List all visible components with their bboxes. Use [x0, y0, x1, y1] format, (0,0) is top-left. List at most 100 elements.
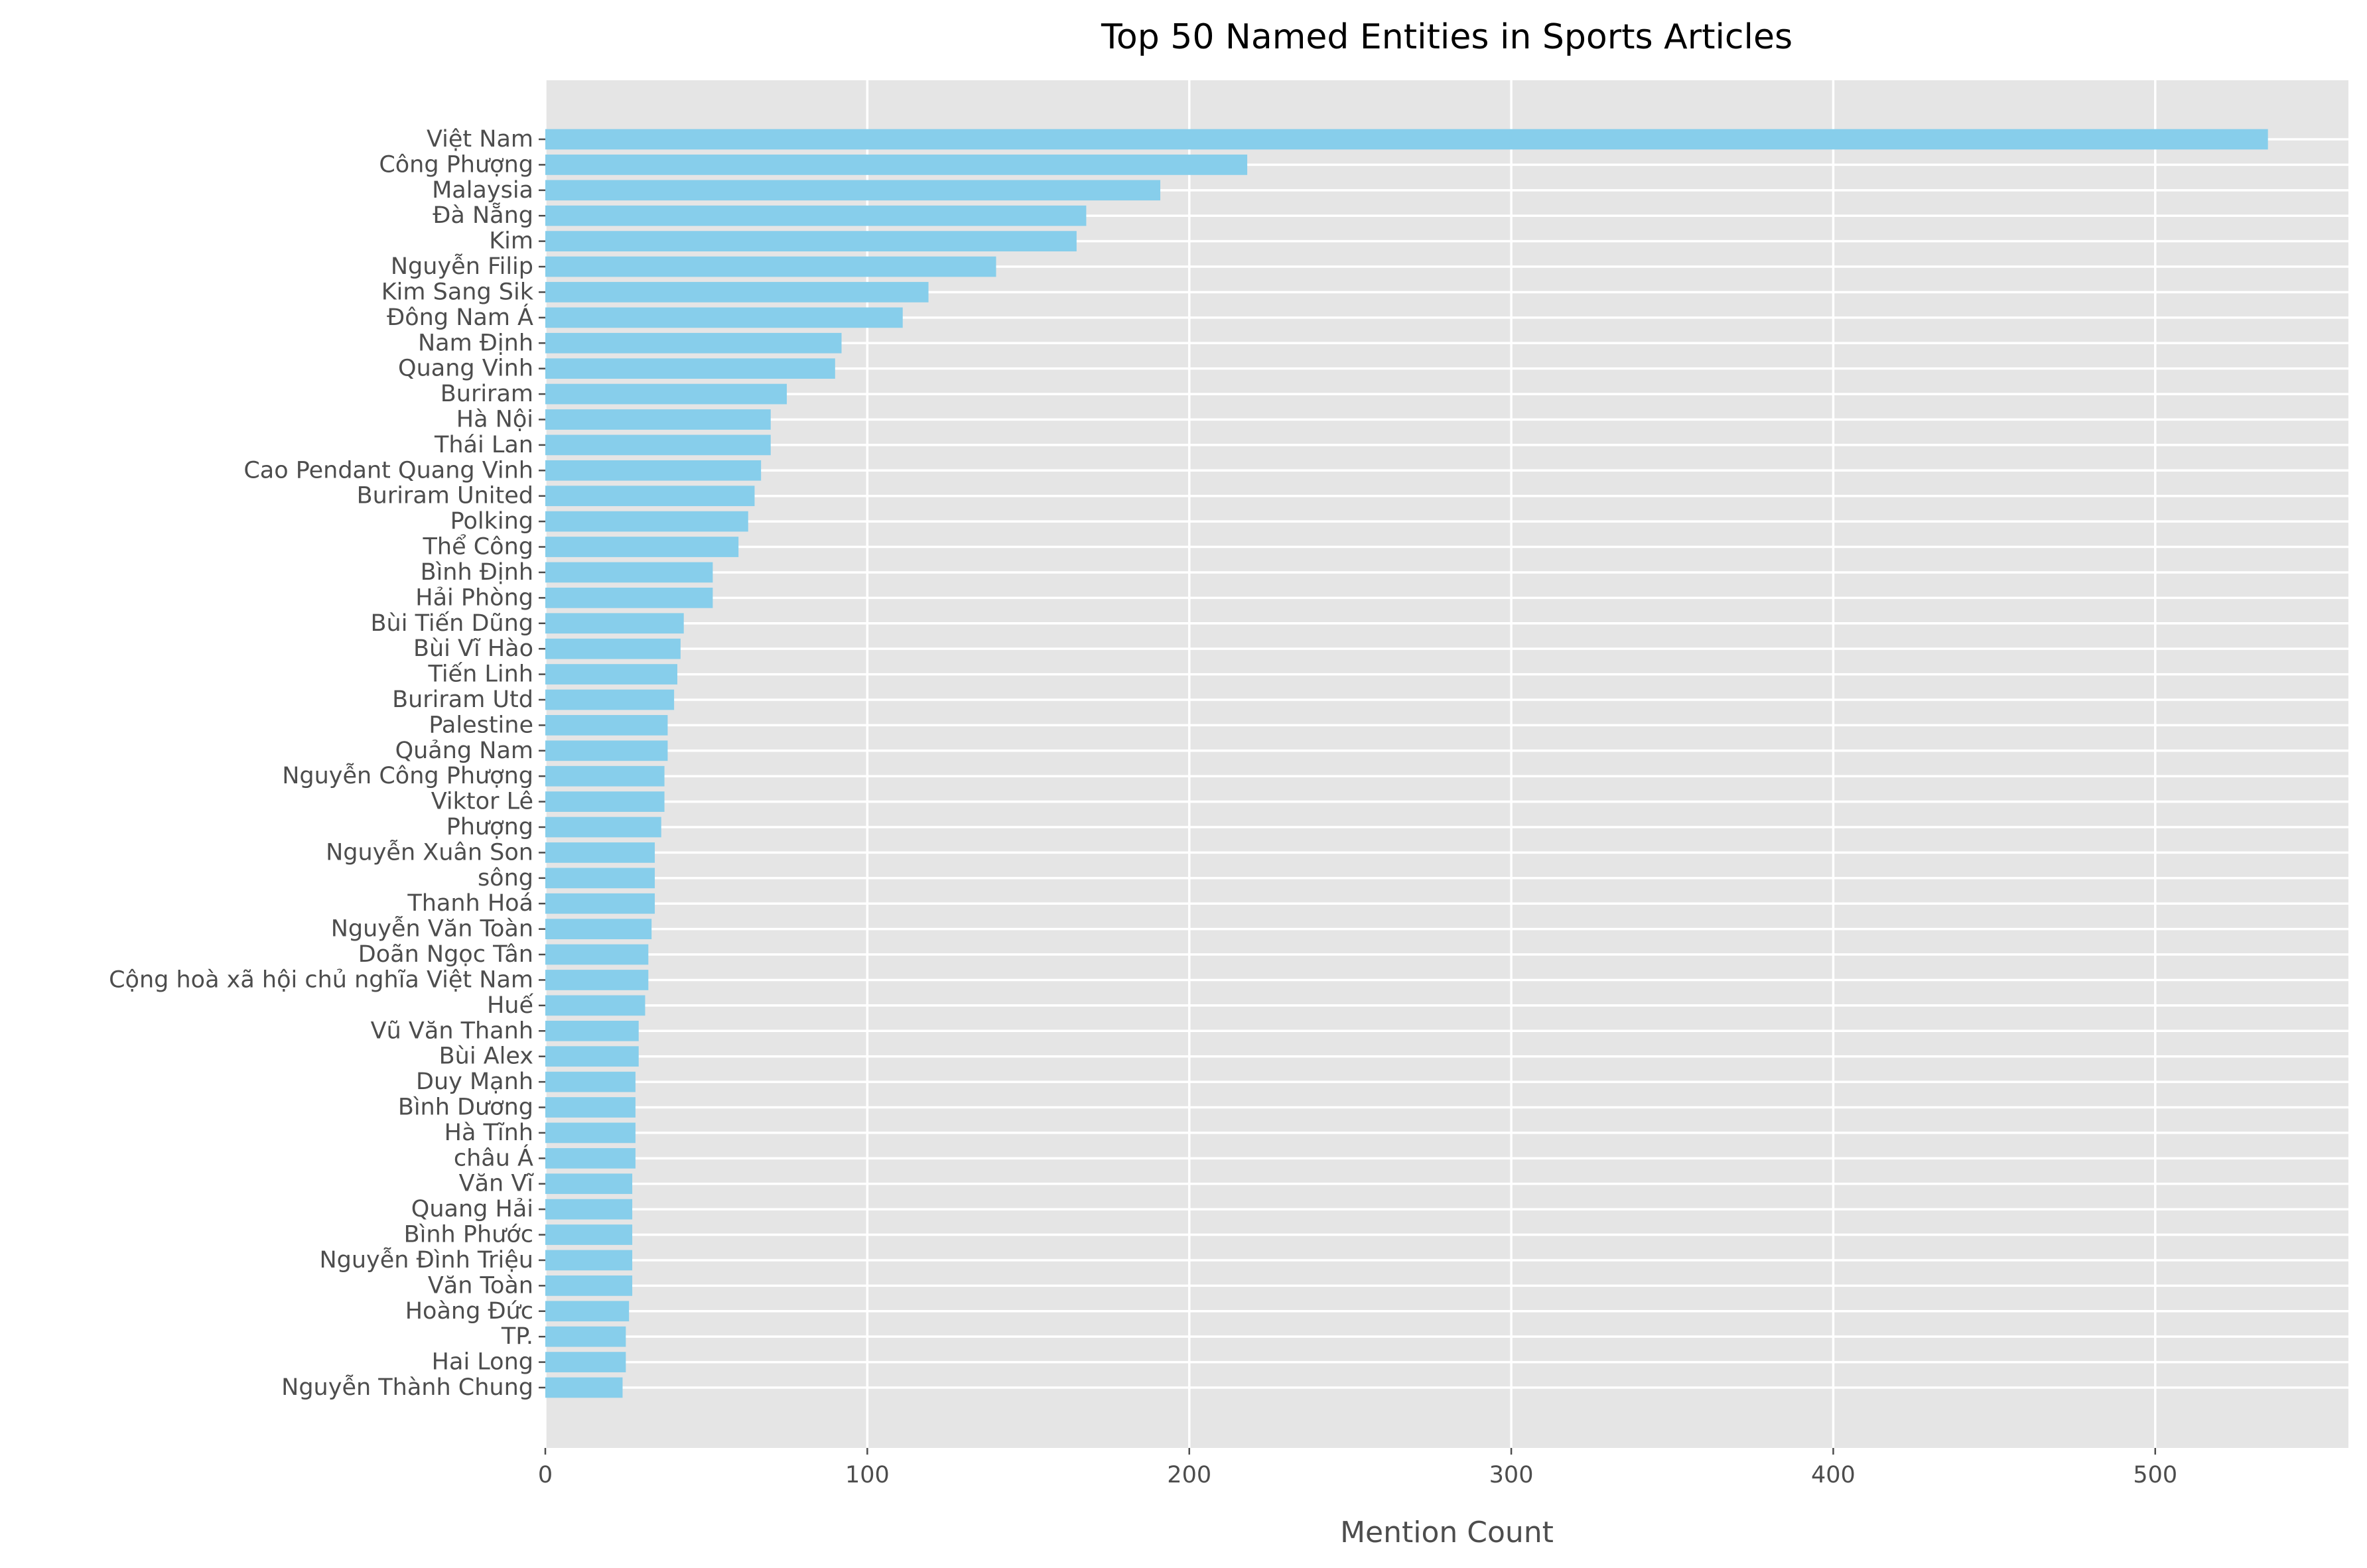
bar: [545, 460, 762, 481]
y-tick-label: Cộng hoà xã hội chủ nghĩa Việt Nam: [109, 966, 533, 993]
y-tick-label: Văn Toàn: [428, 1272, 533, 1299]
y-tick-label: Kim Sang Sik: [381, 279, 534, 305]
bar: [545, 486, 755, 507]
x-tick-label: 0: [538, 1462, 553, 1488]
y-tick-label: Cao Pendant Quang Vinh: [243, 457, 533, 484]
y-tick-label: Nguyễn Xuân Son: [326, 838, 533, 866]
bar: [545, 970, 649, 990]
y-tick-label: Bùi Vĩ Hào: [413, 635, 533, 662]
bar: [545, 791, 665, 812]
bar: [545, 129, 2268, 150]
bar: [545, 231, 1077, 251]
bar: [545, 944, 649, 965]
bar: [545, 587, 713, 608]
bar: [545, 434, 771, 456]
y-tick-label: Hà Nội: [456, 406, 533, 432]
y-tick-label: Quang Hải: [411, 1196, 533, 1222]
bar: [545, 256, 996, 277]
bar: [545, 1071, 636, 1092]
bar: [545, 1352, 626, 1372]
x-tick-label: 400: [1811, 1462, 1856, 1488]
bar: [545, 817, 661, 838]
bar: [545, 1301, 630, 1322]
y-tick-label: Nguyễn Công Phượng: [282, 762, 533, 789]
y-tick-label: Kim: [489, 228, 533, 255]
y-tick-label: Nguyễn Đình Triệu: [319, 1246, 533, 1274]
x-tick-labels: 0 100 200 300 400 500: [538, 1448, 2177, 1488]
x-tick-label: 200: [1167, 1462, 1211, 1488]
bar: [545, 868, 655, 889]
y-tick-label: Quảng Nam: [395, 738, 533, 764]
y-tick-label: Buriram Utd: [392, 686, 533, 713]
y-tick-label: Hai Long: [432, 1349, 533, 1376]
y-tick-label: Malaysia: [432, 177, 533, 204]
bar: [545, 1122, 636, 1143]
bar: [545, 562, 713, 583]
y-tick-label: Nguyễn Filip: [391, 253, 533, 280]
bar: [545, 715, 668, 736]
bar: [545, 842, 655, 863]
y-tick-label: châu Á: [454, 1143, 533, 1171]
bar: [545, 1046, 639, 1067]
chart-title: Top 50 Named Entities in Sports Articles: [1101, 17, 1792, 57]
y-tick-label: Hải Phòng: [415, 584, 533, 611]
y-tick-label: Hà Tĩnh: [444, 1120, 533, 1146]
bar: [545, 995, 645, 1016]
bar: [545, 332, 842, 354]
y-tick-label: Doãn Ngọc Tân: [358, 941, 533, 968]
bar: [545, 1377, 623, 1398]
y-tick-label: Bình Định: [421, 559, 533, 586]
bar: [545, 307, 903, 328]
bar: [545, 689, 675, 710]
y-tick-label: Tiến Linh: [428, 661, 533, 688]
y-tick-label: Phượng: [446, 814, 533, 840]
y-tick-label: Nguyễn Văn Toàn: [331, 915, 533, 943]
y-tick-label: Nguyễn Thành Chung: [281, 1374, 533, 1401]
x-axis-label: Mention Count: [1340, 1516, 1554, 1549]
bar: [545, 383, 787, 405]
bar: [545, 180, 1161, 201]
bar: [545, 1275, 633, 1296]
bar: [545, 919, 652, 940]
bar: [545, 282, 929, 302]
y-tick-label: Văn Vĩ: [459, 1171, 535, 1197]
y-tick-label: Huế: [487, 992, 534, 1019]
y-tick-label: Đông Nam Á: [387, 303, 533, 331]
y-tick-label: Quang Vinh: [398, 356, 533, 382]
bar: [545, 1326, 626, 1347]
bar: [545, 613, 684, 634]
y-tick-label: Thanh Hoá: [407, 890, 533, 917]
y-tick-label: Bùi Alex: [439, 1043, 533, 1070]
y-tick-label: Nam Định: [418, 330, 533, 356]
bar: [545, 1173, 633, 1195]
y-tick-label: Polking: [450, 508, 533, 535]
y-tick-label: Thái Lan: [434, 432, 533, 458]
bar: [545, 1224, 633, 1245]
bar: [545, 1250, 633, 1271]
y-tick-label: Buriram: [440, 381, 533, 407]
bar: [545, 205, 1087, 226]
y-tick-label: Việt Nam: [427, 126, 533, 153]
bar: [545, 1199, 633, 1220]
x-tick-label: 500: [2133, 1462, 2177, 1488]
bar: [545, 664, 677, 685]
bar: [545, 409, 771, 430]
bar: [545, 740, 668, 761]
bars: [545, 129, 2268, 1398]
bar: [545, 638, 681, 659]
bar: [545, 765, 665, 787]
x-tick-label: 300: [1489, 1462, 1534, 1488]
y-tick-label: Bình Dương: [398, 1094, 533, 1121]
y-tick-label: Palestine: [429, 712, 533, 738]
x-tick-label: 100: [845, 1462, 890, 1488]
bar: [545, 1020, 639, 1041]
y-tick-label: Bình Phước: [404, 1222, 533, 1248]
y-tick-label: Duy Mạnh: [416, 1069, 533, 1095]
bar: [545, 1147, 636, 1169]
y-tick-label: Công Phượng: [379, 151, 533, 178]
bar: [545, 1097, 636, 1118]
y-tick-label: TP.: [501, 1323, 533, 1350]
bar: [545, 537, 739, 557]
bar: [545, 511, 748, 532]
